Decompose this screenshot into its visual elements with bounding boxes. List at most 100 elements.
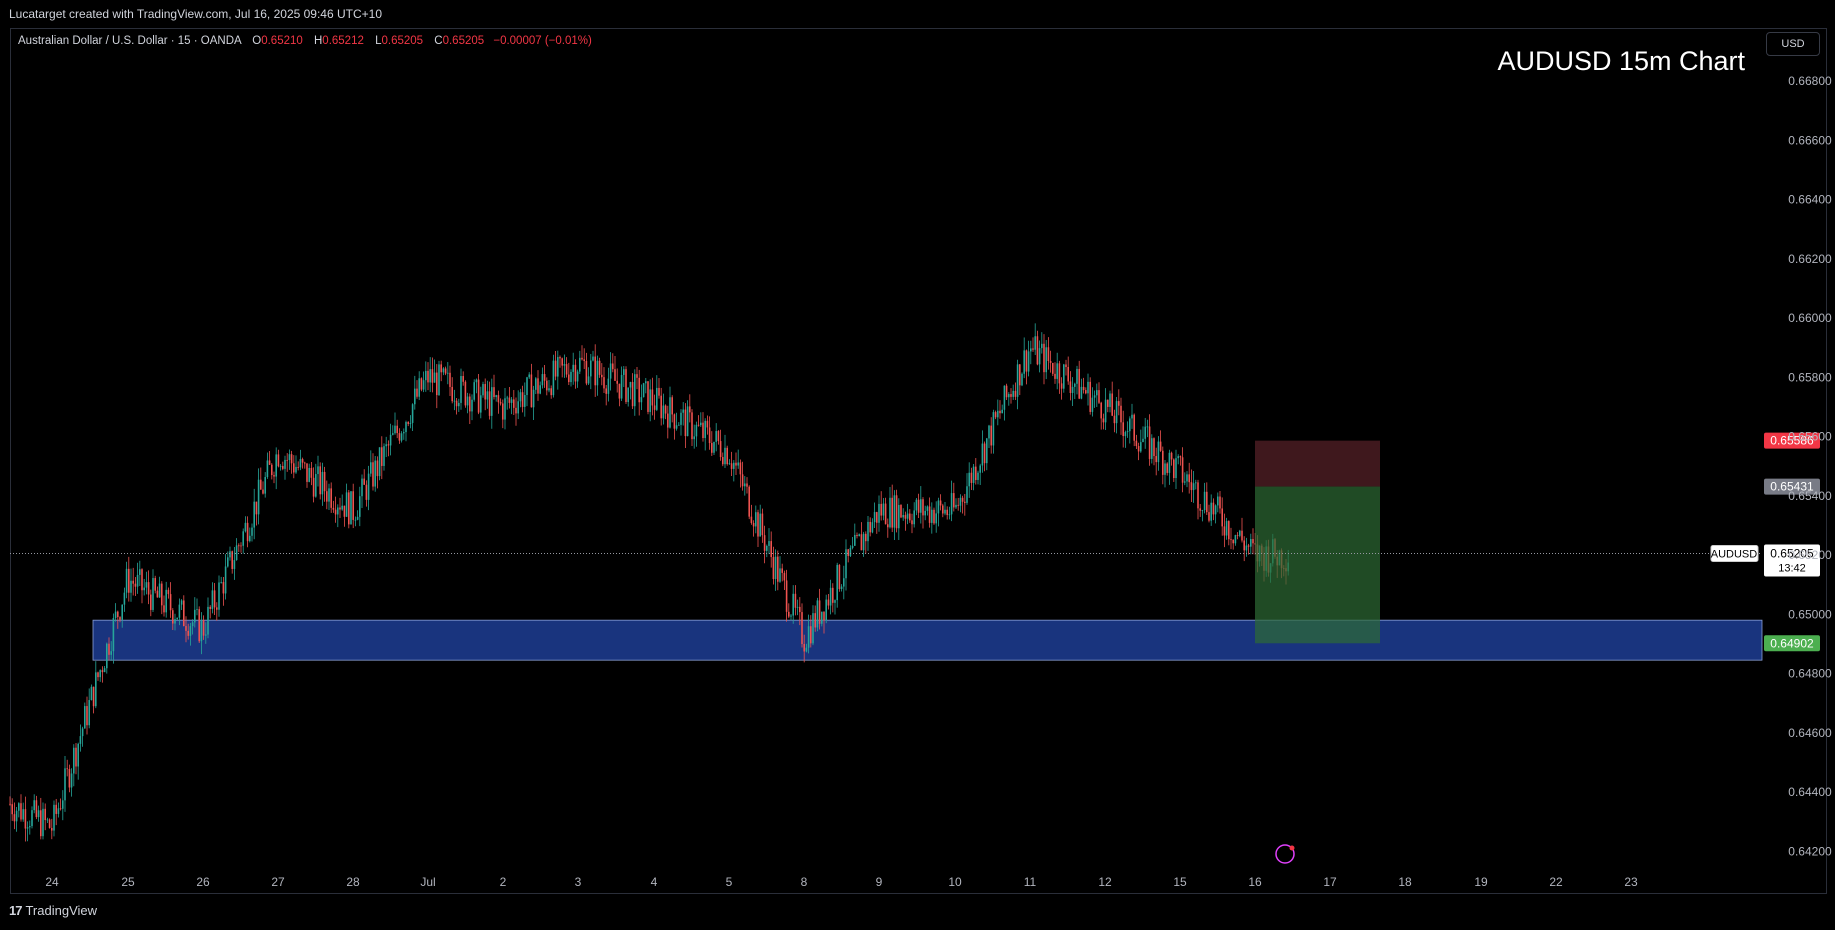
candle-body: [343, 505, 346, 517]
candle-body: [11, 804, 13, 815]
candle-body: [801, 612, 803, 645]
candle-body: [733, 462, 735, 469]
candle-body: [1023, 350, 1025, 374]
candle-body: [51, 827, 53, 831]
candle-body: [1069, 381, 1072, 393]
candle-body: [887, 524, 889, 528]
candle-body: [607, 378, 610, 394]
candle-body: [695, 424, 698, 437]
candle-body: [471, 399, 473, 412]
candle-body: [1208, 512, 1210, 521]
candle-body: [108, 643, 110, 655]
candle-body: [394, 425, 396, 434]
candle-body: [1003, 385, 1006, 410]
candle-body: [180, 600, 183, 605]
currency-button[interactable]: USD: [1766, 32, 1820, 56]
candle-body: [964, 501, 966, 503]
candle-body: [37, 810, 40, 818]
candle-body: [297, 466, 299, 468]
candle-body: [970, 472, 973, 483]
candle-body: [871, 522, 874, 533]
candle-body: [1091, 397, 1094, 412]
candle-body: [715, 431, 717, 442]
candle-body: [310, 467, 313, 478]
candle-body: [605, 388, 607, 394]
candle-body: [178, 604, 181, 618]
candle-body: [972, 466, 975, 483]
candle-body: [504, 398, 506, 420]
candle-body: [497, 395, 500, 403]
candle-body: [752, 522, 755, 527]
candle-body: [411, 404, 414, 423]
candle-body: [561, 358, 563, 366]
candle-body: [392, 433, 394, 435]
candle-body: [398, 433, 401, 441]
candle-body: [480, 395, 482, 413]
candle-body: [587, 376, 590, 384]
candle-body: [365, 484, 368, 500]
y-tick-label: 0.65600: [1788, 430, 1832, 444]
candle-body: [196, 609, 198, 610]
candle-body: [1032, 348, 1034, 350]
candle-body: [750, 516, 753, 523]
candle-body: [1082, 386, 1085, 391]
candle-body: [510, 399, 513, 403]
legend-change: −0.00007 (−0.01%): [493, 35, 592, 47]
candle-body: [154, 578, 156, 591]
candle-body: [574, 364, 577, 382]
candle-body: [1133, 414, 1135, 441]
candle-body: [48, 819, 51, 828]
candle-body: [682, 409, 684, 413]
candle-body: [1093, 395, 1096, 398]
candle-body: [860, 534, 863, 551]
legend-close-value: 0.65205: [442, 35, 485, 47]
candle-body: [251, 527, 253, 536]
candle-body: [136, 574, 139, 587]
candle-body: [618, 383, 621, 399]
y-tick-label: 0.65800: [1788, 370, 1832, 384]
candle-body: [768, 541, 770, 546]
candle-body: [200, 620, 203, 642]
x-tick-label: 2: [500, 875, 507, 889]
candle-body: [1100, 402, 1102, 419]
candle-body: [825, 599, 827, 621]
candle-body: [1001, 409, 1003, 414]
candle-body: [1236, 535, 1239, 536]
candle-body: [1247, 545, 1250, 547]
candle-body: [1085, 390, 1087, 394]
candle-body: [451, 386, 453, 402]
candle-body: [739, 462, 742, 475]
candle-body: [172, 610, 174, 624]
candle-body: [554, 360, 557, 377]
y-tick-label: 0.66400: [1788, 193, 1832, 207]
candle-body: [125, 568, 128, 593]
candle-body: [845, 549, 847, 579]
candle-body: [59, 808, 62, 810]
candle-body: [92, 686, 95, 707]
candle-body: [1030, 348, 1032, 352]
y-tick-label: 0.64600: [1788, 726, 1832, 740]
candle-body: [1250, 539, 1252, 547]
candle-body: [763, 535, 766, 551]
candle-body: [488, 391, 491, 416]
candle-body: [46, 819, 49, 821]
candle-body: [658, 387, 660, 396]
candle-body: [244, 522, 247, 532]
candle-body: [548, 388, 550, 391]
candle-body: [409, 422, 412, 424]
candle-body: [222, 582, 225, 594]
candle-body: [161, 583, 163, 606]
candle-body: [770, 541, 772, 558]
y-tick-label: 0.66600: [1788, 133, 1832, 147]
candle-body: [1118, 401, 1120, 406]
candle-body: [286, 459, 288, 461]
candle-body: [257, 479, 260, 515]
candle-body: [671, 397, 673, 415]
candle-body: [158, 583, 161, 598]
candle-body: [585, 361, 588, 384]
candle-body: [475, 379, 478, 383]
candle-body: [961, 497, 964, 502]
footer-brand[interactable]: 17 TradingView: [9, 903, 97, 918]
candle-body: [1096, 390, 1098, 396]
